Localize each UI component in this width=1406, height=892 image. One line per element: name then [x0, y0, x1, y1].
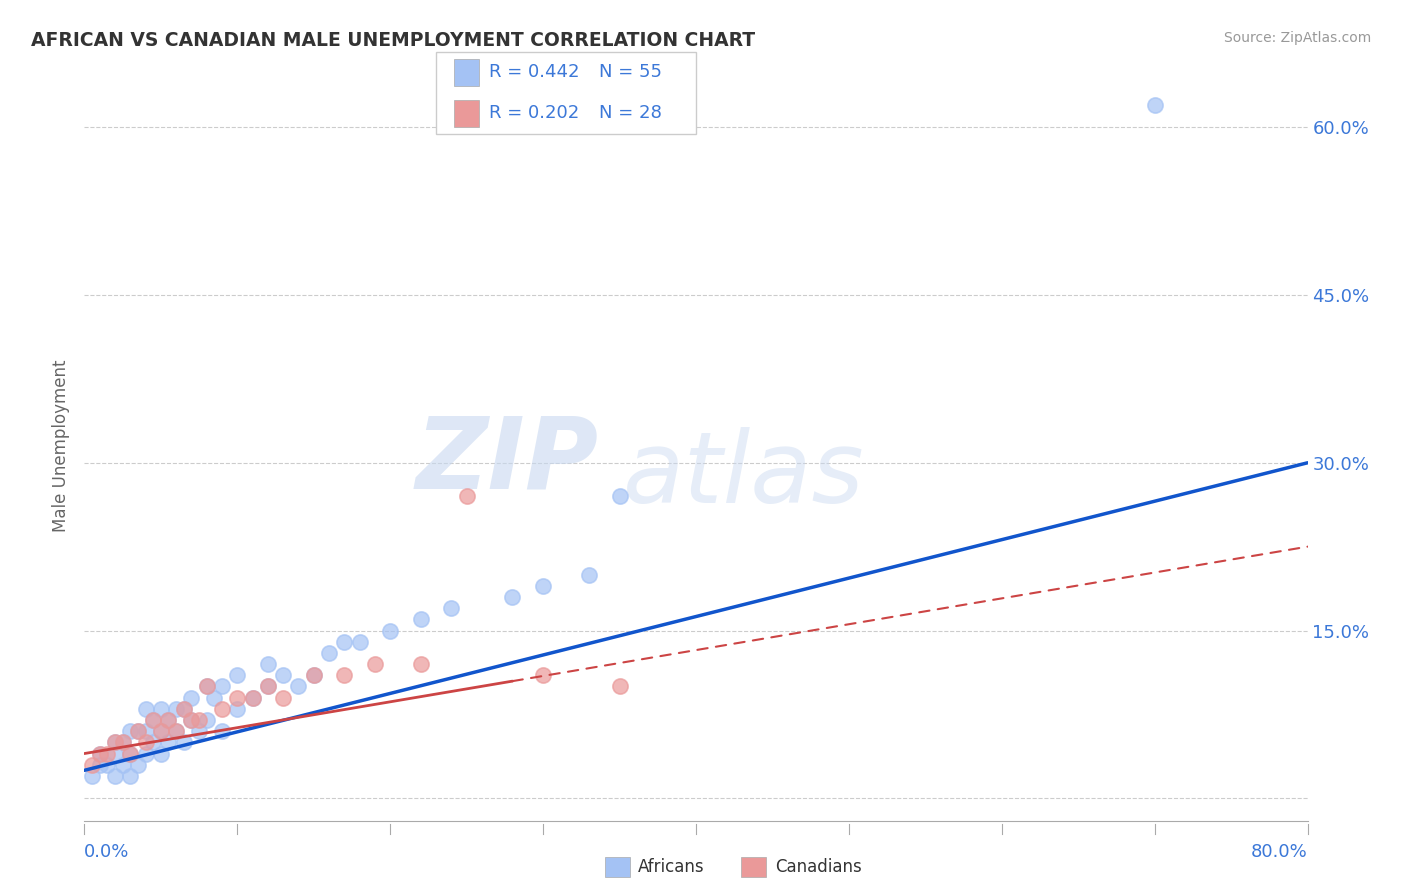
Point — [211, 702, 233, 716]
Text: N = 55: N = 55 — [599, 63, 662, 81]
Point — [173, 702, 195, 716]
Point — [531, 668, 554, 682]
Point — [333, 634, 356, 648]
Point — [104, 769, 127, 783]
Point — [271, 668, 294, 682]
Text: Africans: Africans — [638, 858, 704, 876]
Point — [180, 713, 202, 727]
Point — [120, 747, 142, 761]
Point — [257, 680, 280, 694]
Point — [242, 690, 264, 705]
Point — [578, 567, 600, 582]
Point — [120, 747, 142, 761]
Point — [302, 668, 325, 682]
Point — [135, 702, 157, 716]
Point — [80, 757, 103, 772]
Point — [173, 735, 195, 749]
Text: N = 28: N = 28 — [599, 104, 662, 122]
Point — [188, 713, 211, 727]
Point — [127, 724, 149, 739]
Point — [1143, 98, 1166, 112]
Point — [142, 735, 165, 749]
Point — [157, 735, 180, 749]
Point — [226, 702, 249, 716]
Point — [502, 590, 524, 604]
Point — [302, 668, 325, 682]
Point — [142, 713, 165, 727]
Point — [173, 702, 195, 716]
Point — [188, 724, 211, 739]
Point — [364, 657, 387, 671]
Point — [333, 668, 356, 682]
Point — [89, 747, 111, 761]
Point — [226, 668, 249, 682]
Point — [195, 680, 218, 694]
Text: AFRICAN VS CANADIAN MALE UNEMPLOYMENT CORRELATION CHART: AFRICAN VS CANADIAN MALE UNEMPLOYMENT CO… — [31, 31, 755, 50]
Point — [89, 747, 111, 761]
Point — [120, 724, 142, 739]
Point — [409, 612, 432, 626]
Point — [287, 680, 309, 694]
Point — [127, 757, 149, 772]
Text: R = 0.442: R = 0.442 — [489, 63, 579, 81]
Point — [211, 724, 233, 739]
Point — [180, 713, 202, 727]
Point — [89, 757, 111, 772]
Point — [111, 735, 134, 749]
Point — [609, 680, 631, 694]
Point — [165, 702, 187, 716]
Point — [149, 702, 172, 716]
Point — [195, 680, 218, 694]
Point — [440, 601, 463, 615]
Point — [135, 724, 157, 739]
Point — [142, 713, 165, 727]
Point — [149, 747, 172, 761]
Point — [149, 724, 172, 739]
Point — [104, 735, 127, 749]
Point — [157, 713, 180, 727]
Text: R = 0.202: R = 0.202 — [489, 104, 579, 122]
Point — [149, 724, 172, 739]
Point — [257, 680, 280, 694]
Point — [96, 747, 118, 761]
Text: 0.0%: 0.0% — [84, 843, 129, 861]
Point — [80, 769, 103, 783]
Text: atlas: atlas — [623, 427, 865, 524]
Text: Canadians: Canadians — [775, 858, 862, 876]
Point — [111, 735, 134, 749]
Point — [609, 489, 631, 503]
Y-axis label: Male Unemployment: Male Unemployment — [52, 359, 70, 533]
Point — [96, 757, 118, 772]
Point — [104, 747, 127, 761]
Point — [456, 489, 478, 503]
Point — [318, 646, 340, 660]
Point — [271, 690, 294, 705]
Point — [409, 657, 432, 671]
Point — [135, 747, 157, 761]
Text: 80.0%: 80.0% — [1251, 843, 1308, 861]
Point — [165, 724, 187, 739]
Point — [531, 579, 554, 593]
Point — [226, 690, 249, 705]
Point — [165, 724, 187, 739]
Point — [380, 624, 402, 638]
Point — [180, 690, 202, 705]
Point — [104, 735, 127, 749]
Point — [157, 713, 180, 727]
Point — [242, 690, 264, 705]
Point — [349, 634, 371, 648]
Text: Source: ZipAtlas.com: Source: ZipAtlas.com — [1223, 31, 1371, 45]
Point — [211, 680, 233, 694]
Point — [202, 690, 225, 705]
Point — [120, 769, 142, 783]
Point — [257, 657, 280, 671]
Text: ZIP: ZIP — [415, 412, 598, 509]
Point — [195, 713, 218, 727]
Point — [135, 735, 157, 749]
Point — [111, 757, 134, 772]
Point — [127, 724, 149, 739]
